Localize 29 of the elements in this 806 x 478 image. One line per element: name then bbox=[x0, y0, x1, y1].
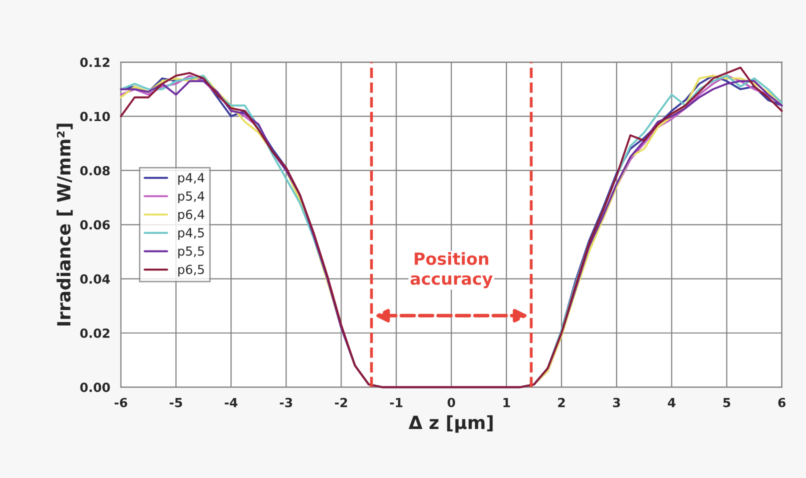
annotation: Position accuracy bbox=[410, 252, 493, 288]
x-tick-label: 3 bbox=[613, 398, 620, 408]
legend-label: p4,4 bbox=[178, 173, 204, 185]
x-tick-label: -6 bbox=[114, 398, 128, 408]
y-tick-label: 0.10 bbox=[80, 112, 110, 122]
x-tick-label: 4 bbox=[668, 398, 676, 408]
x-tick-label: -5 bbox=[170, 398, 182, 408]
legend-label: p5,5 bbox=[178, 246, 204, 258]
x-tick-label: 6 bbox=[778, 398, 786, 408]
legend-label: p6,5 bbox=[178, 264, 204, 277]
x-tick-label: -3 bbox=[280, 398, 292, 408]
legend-label: p6,4 bbox=[178, 210, 204, 222]
x-tick-label: 5 bbox=[723, 398, 730, 408]
x-tick-label: 0 bbox=[448, 398, 456, 408]
y-tick-label: 0.02 bbox=[80, 328, 110, 338]
y-tick-label: 0.04 bbox=[80, 274, 110, 284]
x-tick-label: -4 bbox=[224, 398, 238, 408]
y-tick-label: 0.00 bbox=[80, 382, 110, 392]
y-tick-label: 0.06 bbox=[80, 220, 110, 230]
x-tick-label: 2 bbox=[558, 398, 565, 408]
x-tick-label: -2 bbox=[334, 398, 348, 408]
x-axis-title: Δ z [µm] bbox=[408, 415, 493, 433]
y-tick-label: 0.08 bbox=[80, 166, 110, 176]
y-axis-title: Irradiance [ W/mm²] bbox=[56, 124, 73, 326]
x-tick-label: -1 bbox=[390, 398, 402, 408]
legend-label: p5,4 bbox=[178, 191, 204, 204]
x-tick-label: 1 bbox=[504, 398, 510, 408]
legend-label: p4,5 bbox=[178, 228, 204, 240]
y-tick-label: 0.12 bbox=[80, 58, 110, 68]
